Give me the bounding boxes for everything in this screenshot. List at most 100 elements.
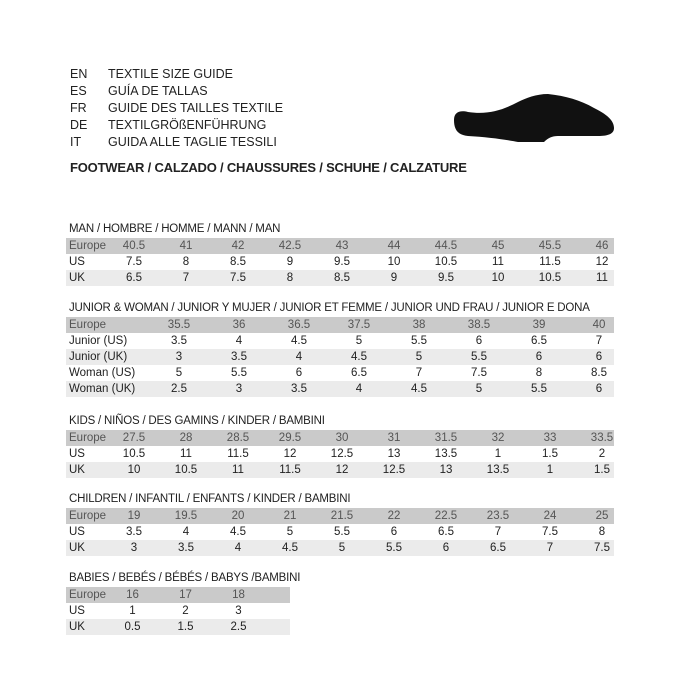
row-label: UK bbox=[69, 621, 85, 633]
row-label: Junior (UK) bbox=[69, 351, 128, 363]
size-cell: 4.5 bbox=[282, 542, 298, 554]
size-cell: 36 bbox=[232, 319, 246, 331]
size-cell: 12 bbox=[283, 448, 297, 460]
row-label: UK bbox=[69, 542, 85, 554]
row-label: Europe bbox=[69, 589, 107, 601]
man-size-section: MAN / HOMBRE / HOMME / MANN / MAN Europe 4… bbox=[66, 222, 614, 286]
size-cell: 44.5 bbox=[434, 240, 458, 252]
size-cell: 8 bbox=[535, 367, 543, 379]
size-cell: 2.5 bbox=[171, 383, 187, 395]
table-row: UK 6.5 7 7.5 8 8.5 9 9.5 10 10.5 11 bbox=[66, 270, 614, 286]
size-cell: 5 bbox=[415, 351, 423, 363]
size-cell: 31 bbox=[387, 432, 401, 444]
size-cell: 7.5 bbox=[542, 526, 558, 538]
table-row: US 7.5 8 8.5 9 9.5 10 10.5 11 11.5 12 bbox=[66, 254, 614, 270]
size-cell: 9.5 bbox=[334, 256, 350, 268]
size-cell: 40.5 bbox=[122, 240, 146, 252]
size-cell: 5.5 bbox=[471, 351, 487, 363]
size-cell: 38 bbox=[412, 319, 426, 331]
size-cell: 3.5 bbox=[171, 335, 187, 347]
table-row: Junior (US) 3.5 4 4.5 5 5.5 6 6.5 7 bbox=[66, 333, 614, 349]
language-list: EN TEXTILE SIZE GUIDE ES GUÍA DE TALLAS FR… bbox=[70, 66, 283, 151]
row-label: Europe bbox=[69, 432, 107, 444]
size-cell: 10.5 bbox=[538, 272, 562, 284]
size-cell: 46 bbox=[595, 240, 609, 252]
size-cell: 5.5 bbox=[411, 335, 427, 347]
size-cell: 42 bbox=[231, 240, 245, 252]
size-cell: 8 bbox=[286, 272, 294, 284]
section-title: KIDS / NIÑOS / DES GAMINS / KINDER / BAM… bbox=[69, 415, 325, 427]
size-cell: 6.5 bbox=[531, 335, 547, 347]
size-cell: 2.5 bbox=[230, 621, 247, 633]
size-cell: 10 bbox=[127, 464, 141, 476]
size-cell: 5 bbox=[475, 383, 483, 395]
size-cell: 1 bbox=[546, 464, 554, 476]
size-cell: 4.5 bbox=[230, 526, 246, 538]
size-cell: 12 bbox=[335, 464, 349, 476]
size-cell: 11.5 bbox=[227, 448, 249, 460]
size-cell: 17 bbox=[179, 589, 192, 601]
size-cell: 6 bbox=[442, 542, 450, 554]
size-cell: 19 bbox=[127, 510, 141, 522]
size-cell: 1.5 bbox=[542, 448, 558, 460]
size-cell: 5 bbox=[338, 542, 346, 554]
size-table: Europe 35.5 36 36.5 37.5 38 38.5 39 40 Junior (US… bbox=[66, 317, 614, 397]
size-cell: 4 bbox=[355, 383, 363, 395]
junior-woman-size-section: JUNIOR & WOMAN / JUNIOR Y MUJER / JUNIOR… bbox=[66, 301, 614, 397]
row-label: Europe bbox=[69, 319, 107, 331]
children-size-section: CHILDREN / INFANTIL / ENFANTS / KINDER /… bbox=[66, 492, 614, 556]
shoe-icon bbox=[454, 94, 614, 142]
size-table: Europe 40.5 41 42 42.5 43 44 44.5 45 45.5 46 US 7.5 8… bbox=[66, 238, 614, 286]
size-cell: 29.5 bbox=[278, 432, 302, 444]
size-cell: 5 bbox=[175, 367, 183, 379]
table-row: UK 10 10.5 11 11.5 12 12.5 13 13.5 1 1.5 bbox=[66, 462, 614, 478]
size-cell: 2 bbox=[598, 448, 606, 460]
table-row: Junior (UK) 3 3.5 4 4.5 5 5.5 6 6 bbox=[66, 349, 614, 365]
size-cell: 3 bbox=[175, 351, 183, 363]
section-title: BABIES / BEBÉS / BÉBÉS / BABYS /BAMBINI bbox=[69, 572, 301, 584]
size-cell: 40 bbox=[592, 319, 606, 331]
size-cell: 9.5 bbox=[438, 272, 454, 284]
size-cell: 11 bbox=[596, 272, 608, 284]
size-cell: 45.5 bbox=[538, 240, 562, 252]
language-code: ES bbox=[70, 84, 87, 98]
size-cell: 7.5 bbox=[230, 272, 246, 284]
size-cell: 11 bbox=[492, 256, 504, 268]
size-table: Europe 27.5 28 28.5 29.5 30 31 31.5 32 33 33.5 US 10… bbox=[66, 430, 614, 478]
size-cell: 5.5 bbox=[334, 526, 350, 538]
size-cell: 37.5 bbox=[347, 319, 371, 331]
size-cell: 32 bbox=[491, 432, 505, 444]
language-code: FR bbox=[70, 101, 87, 115]
size-table: Europe 19 19.5 20 21 21.5 22 22.5 23.5 24 25 US 3.5 4… bbox=[66, 508, 614, 556]
row-label: US bbox=[69, 256, 85, 268]
language-label: GUIDA ALLE TAGLIE TESSILI bbox=[108, 135, 277, 149]
size-cell: 7 bbox=[415, 367, 423, 379]
size-cell: 8.5 bbox=[591, 367, 607, 379]
size-cell: 1 bbox=[129, 605, 136, 617]
size-cell: 7 bbox=[546, 542, 554, 554]
size-cell: 9 bbox=[390, 272, 398, 284]
size-cell: 6 bbox=[595, 351, 603, 363]
row-label: US bbox=[69, 448, 85, 460]
table-row: UK 3 3.5 4 4.5 5 5.5 6 6.5 7 7.5 bbox=[66, 540, 614, 556]
size-cell: 20 bbox=[231, 510, 245, 522]
size-cell: 1 bbox=[494, 448, 502, 460]
language-row: DE TEXTILGRÖßENFÜHRUNG bbox=[70, 117, 283, 134]
size-cell: 28 bbox=[179, 432, 193, 444]
size-cell: 6.5 bbox=[351, 367, 367, 379]
row-label: Junior (US) bbox=[69, 335, 128, 347]
language-row: FR GUIDE DES TAILLES TEXTILE bbox=[70, 100, 283, 117]
kids-size-section: KIDS / NIÑOS / DES GAMINS / KINDER / BAM… bbox=[66, 414, 614, 478]
size-cell: 4 bbox=[234, 542, 242, 554]
size-cell: 6 bbox=[595, 383, 603, 395]
row-label: US bbox=[69, 526, 85, 538]
size-cell: 39 bbox=[532, 319, 546, 331]
footwear-title: FOOTWEAR / CALZADO / CHAUSSURES / SCHUHE… bbox=[70, 160, 467, 175]
table-header-row: Europe 16 17 18 bbox=[66, 587, 290, 603]
size-cell: 7 bbox=[182, 272, 190, 284]
size-cell: 4.5 bbox=[291, 335, 307, 347]
size-cell: 38.5 bbox=[467, 319, 491, 331]
size-cell: 8.5 bbox=[230, 256, 246, 268]
size-cell: 21 bbox=[283, 510, 297, 522]
size-cell: 5 bbox=[286, 526, 294, 538]
